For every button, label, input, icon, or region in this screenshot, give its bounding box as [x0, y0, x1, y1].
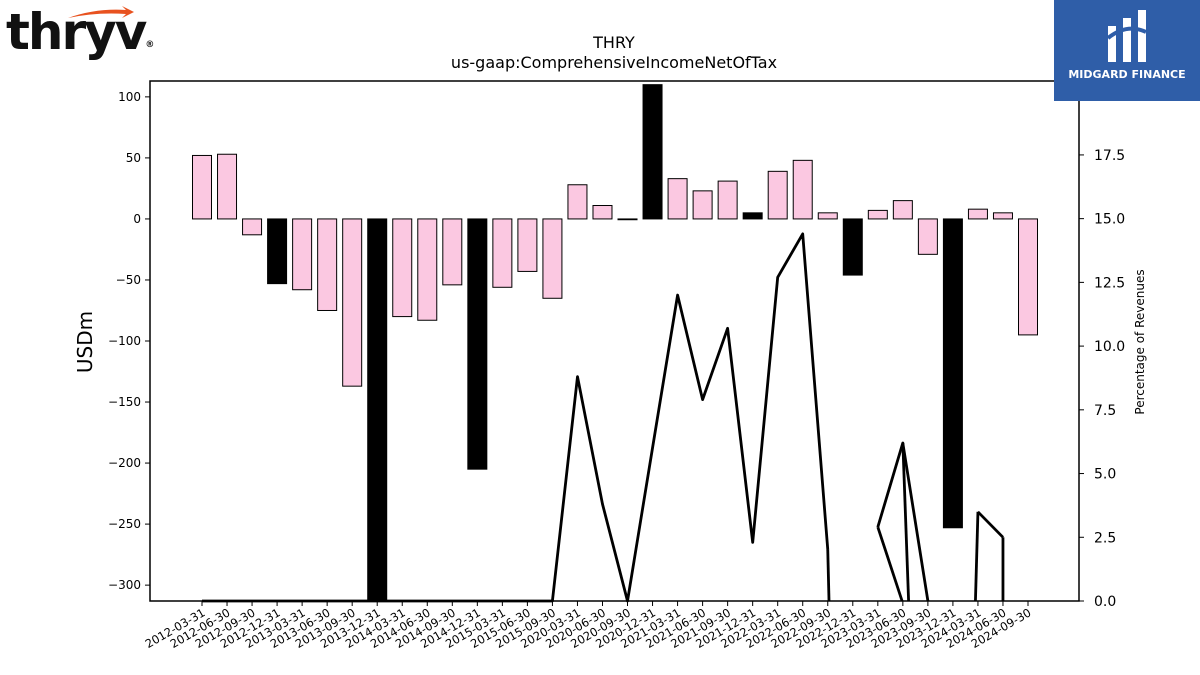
bar-2020-06-30: [592, 205, 613, 220]
bar-2022-06-30: [792, 159, 813, 220]
thryv-logo: thryv®: [6, 2, 154, 75]
bar-2024-09-30: [1018, 218, 1038, 336]
bar-2023-03-31: [867, 209, 888, 220]
bar-2014-06-30: [417, 218, 438, 321]
bar-2023-12-31: [942, 218, 963, 529]
bar-2015-03-31: [492, 218, 513, 288]
bar-2024-06-30: [992, 212, 1013, 220]
bar-2020-12-31: [642, 84, 663, 220]
bar-2022-03-31: [767, 170, 788, 220]
y2-tick-label: 0.0: [1094, 594, 1116, 610]
percentage-line-drop-0: [826, 549, 831, 602]
y-tick-label: 0: [133, 212, 141, 226]
registered-mark: ®: [145, 40, 155, 50]
bars-layer: [192, 84, 1038, 602]
bar-2020-09-30: [617, 218, 638, 221]
plot-frame: [149, 80, 1080, 602]
bar-2015-06-30: [517, 218, 538, 272]
y2-tick-label: 2.5: [1094, 530, 1116, 546]
bar-2014-12-31: [467, 218, 488, 470]
chart-title: THRY: [592, 33, 635, 52]
y-tick-label: −250: [108, 517, 141, 531]
x-axis: 2012-03-312012-06-302012-09-302012-12-31…: [143, 601, 1034, 651]
bar-2021-06-30: [692, 190, 713, 220]
bar-2023-06-30: [892, 200, 913, 220]
bar-2021-03-31: [667, 178, 688, 220]
y2-tick-label: 7.5: [1094, 403, 1116, 419]
y-tick-label: −200: [108, 456, 141, 470]
bar-2013-12-31: [367, 218, 388, 602]
bar-2021-09-30: [717, 180, 738, 220]
y-tick-label: 100: [118, 90, 141, 104]
bar-2014-09-30: [442, 218, 463, 286]
y-tick-label: −50: [116, 273, 141, 287]
bar-2012-03-31: [192, 154, 212, 220]
bar-2024-03-31: [967, 208, 988, 220]
midgard-finance-logo: MIDGARD FINANCE: [1054, 0, 1200, 101]
y-axis-left: 100 50 0 −50 −100 −150 −200 −250 −300: [108, 90, 150, 592]
swoosh-icon: [68, 6, 134, 18]
y2-tick-label: 5.0: [1094, 467, 1116, 483]
y2-tick-label: 10.0: [1094, 339, 1125, 355]
y-axis-label: USDm: [73, 311, 97, 373]
percentage-line-rise-3: [974, 511, 980, 602]
y-tick-label: −100: [108, 334, 141, 348]
y-tick-label: 50: [126, 151, 141, 165]
bar-2022-12-31: [842, 218, 863, 276]
y2-tick-label: 12.5: [1094, 275, 1125, 291]
chart-subtitle: us-gaap:ComprehensiveIncomeNetOfTax: [451, 53, 777, 72]
bar-2022-09-30: [817, 212, 838, 220]
bar-2023-09-30: [917, 218, 938, 255]
bar-2015-09-30: [542, 218, 563, 299]
bar-2012-12-31: [267, 218, 288, 285]
bar-2012-09-30: [242, 218, 263, 236]
bar-2013-06-30: [317, 218, 338, 311]
y-tick-label: −150: [108, 395, 141, 409]
bar-2021-12-31: [742, 212, 763, 220]
bar-2013-03-31: [292, 218, 313, 291]
percentage-line-drop-1: [876, 526, 904, 602]
y2-axis-label: Percentage of Revenues: [1133, 269, 1147, 414]
y-axis-right: 0.0 2.5 5.0 7.5 10.0 12.5 15.0 17.5: [1079, 148, 1125, 610]
y-tick-label: −300: [108, 578, 141, 592]
midgard-finance-text: MIDGARD FINANCE: [1068, 68, 1186, 81]
bar-2013-09-30: [342, 218, 363, 387]
bar-2014-03-31: [392, 218, 413, 318]
percentage-line-drop-2: [901, 442, 911, 602]
y2-tick-label: 17.5: [1094, 148, 1125, 164]
bar-2012-06-30: [217, 153, 238, 220]
midgard-emblem-icon: [1106, 10, 1147, 62]
bar-2020-03-31: [567, 184, 588, 220]
y2-tick-label: 15.0: [1094, 212, 1125, 228]
